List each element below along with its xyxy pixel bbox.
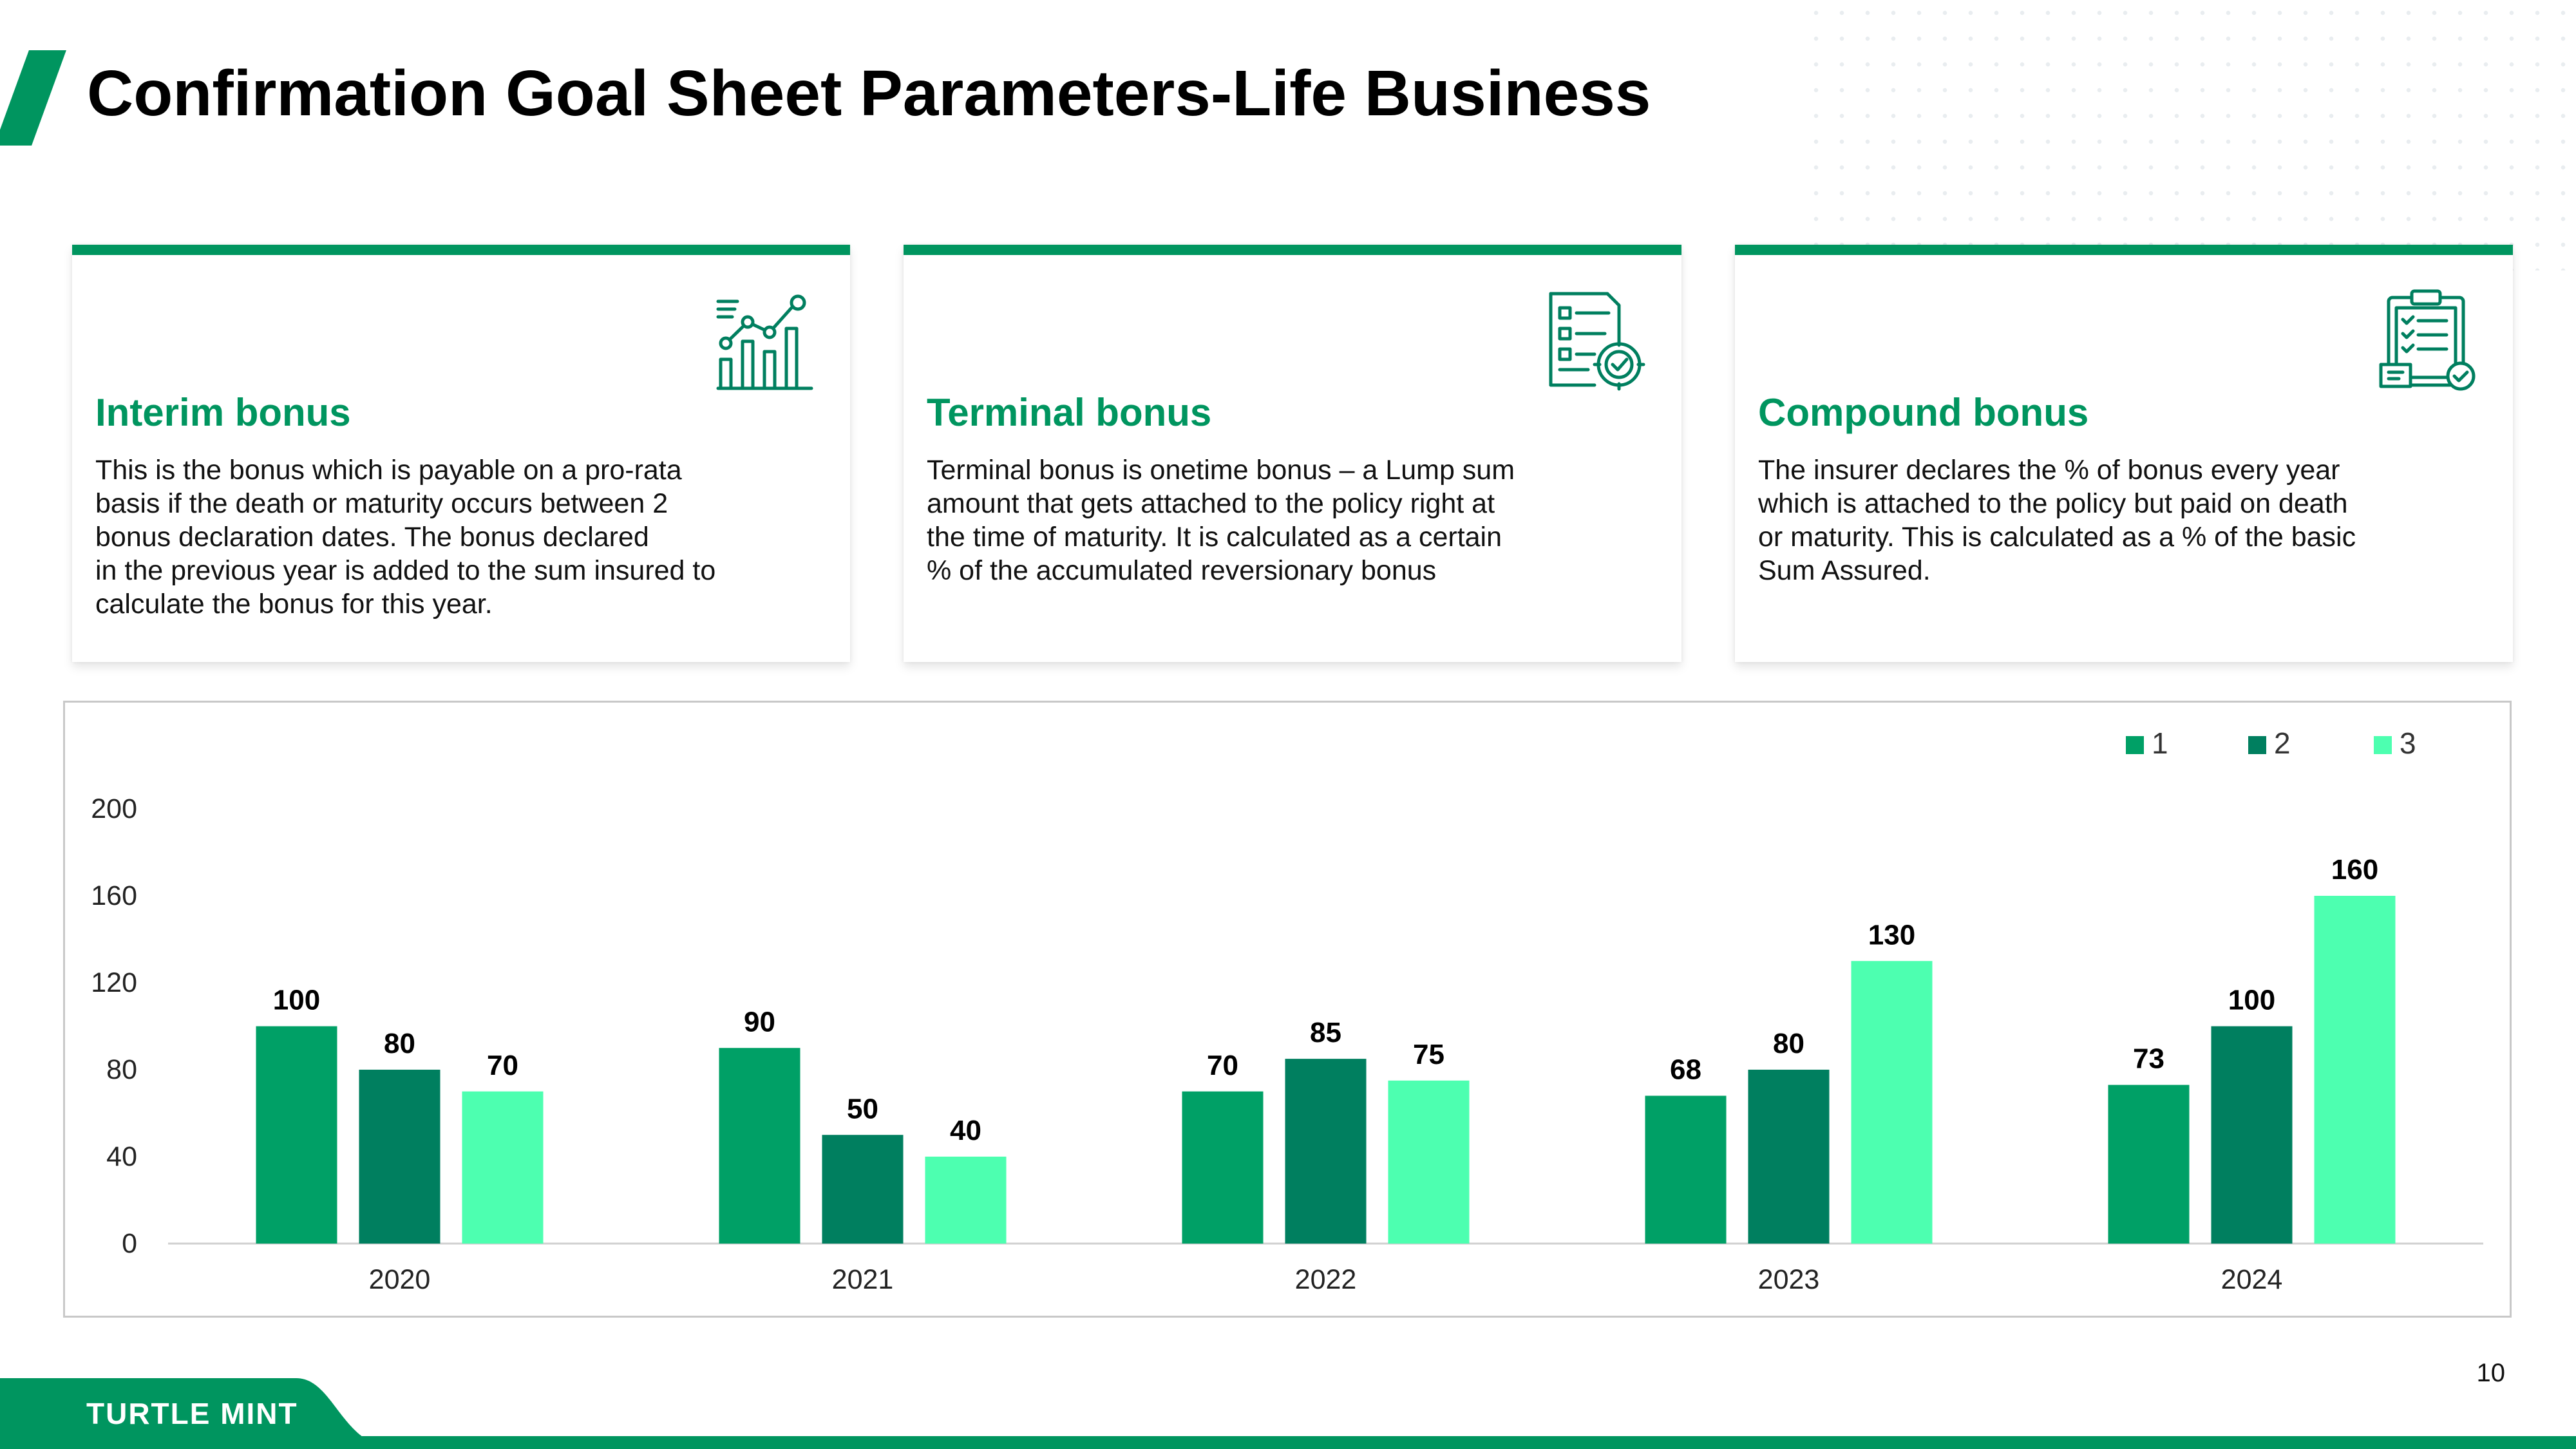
x-tick-label: 2022 — [1295, 1264, 1357, 1295]
bonus-bar-chart: 0 40 80 120 160 200 100 80 70 2020 90 50 40 2021 70 85 7… — [63, 701, 2512, 1318]
bar — [1285, 1059, 1367, 1244]
growth-chart-icon — [716, 294, 813, 390]
page-title: Confirmation Goal Sheet Parameters-Life … — [87, 57, 1651, 129]
bar — [256, 1026, 337, 1244]
x-tick-label: 2021 — [832, 1264, 894, 1295]
bar — [359, 1070, 440, 1244]
x-tick-label: 2023 — [1758, 1264, 1820, 1295]
data-label: 75 — [1413, 1039, 1444, 1070]
card-interim-bonus: Interim bonus This is the bonus which is… — [72, 245, 850, 662]
page-number: 10 — [2476, 1359, 2506, 1387]
card-body: Terminal bonus is onetime bonus – a Lump… — [927, 455, 1515, 586]
data-label: 100 — [2228, 985, 2275, 1016]
bar — [719, 1048, 800, 1244]
chart-canvas: 0 40 80 120 160 200 100 80 70 2020 90 50 40 2021 70 85 7… — [91, 726, 2483, 1295]
bar — [2211, 1026, 2293, 1244]
bar — [1645, 1095, 1727, 1244]
card-title: Interim bonus — [95, 391, 351, 434]
legend-swatch — [2126, 736, 2144, 754]
card-body: The insurer declares the % of bonus ever… — [1758, 455, 2356, 586]
y-tick-label: 160 — [91, 880, 137, 911]
bar — [1851, 961, 1933, 1244]
clipboard-checklist-icon — [2379, 289, 2476, 391]
legend-swatch — [2248, 736, 2266, 754]
data-label: 70 — [1207, 1050, 1238, 1081]
title-accent-slash — [0, 50, 66, 146]
data-label: 68 — [1670, 1054, 1701, 1086]
legend-label: 3 — [2400, 726, 2416, 760]
brand-name: TURTLE MINT — [86, 1397, 298, 1430]
card-title: Terminal bonus — [927, 391, 1212, 434]
x-tick-label: 2024 — [2221, 1264, 2283, 1295]
bar — [925, 1157, 1007, 1244]
data-label: 100 — [273, 985, 320, 1016]
data-label: 40 — [950, 1115, 981, 1146]
legend-swatch — [2374, 736, 2392, 754]
bar — [1748, 1070, 1830, 1244]
data-label: 80 — [384, 1028, 415, 1059]
x-tick-label: 2020 — [369, 1264, 431, 1295]
data-label: 130 — [1868, 919, 1915, 951]
data-label: 50 — [847, 1093, 878, 1124]
y-tick-label: 200 — [91, 793, 137, 824]
data-label: 73 — [2133, 1043, 2164, 1075]
y-tick-label: 40 — [106, 1141, 137, 1172]
y-tick-label: 0 — [122, 1228, 137, 1259]
bar — [1388, 1080, 1470, 1244]
bar — [2108, 1084, 2190, 1244]
document-settings-icon — [1549, 292, 1645, 391]
footer-band — [0, 1436, 2576, 1449]
dot-pattern-decoration — [1803, 0, 2576, 270]
y-tick-label: 120 — [91, 967, 137, 998]
y-tick-label: 80 — [106, 1054, 137, 1085]
data-label: 70 — [487, 1050, 518, 1081]
data-label: 160 — [2331, 854, 2378, 886]
card-terminal-bonus: Terminal bonus Terminal bonus is onetime… — [904, 245, 1681, 662]
data-label: 85 — [1310, 1017, 1341, 1048]
card-compound-bonus: Compound bonus The insurer declares the … — [1735, 245, 2513, 662]
data-label: 90 — [744, 1006, 775, 1037]
legend-label: 1 — [2152, 726, 2168, 760]
legend-label: 2 — [2274, 726, 2291, 760]
bar — [2314, 896, 2396, 1244]
card-title: Compound bonus — [1758, 391, 2089, 434]
footer-brand-tab — [0, 1378, 399, 1449]
bar — [462, 1091, 544, 1244]
bar — [822, 1135, 904, 1244]
card-body: This is the bonus which is payable on a … — [95, 455, 716, 620]
bar — [1182, 1091, 1264, 1244]
data-label: 80 — [1773, 1028, 1804, 1059]
